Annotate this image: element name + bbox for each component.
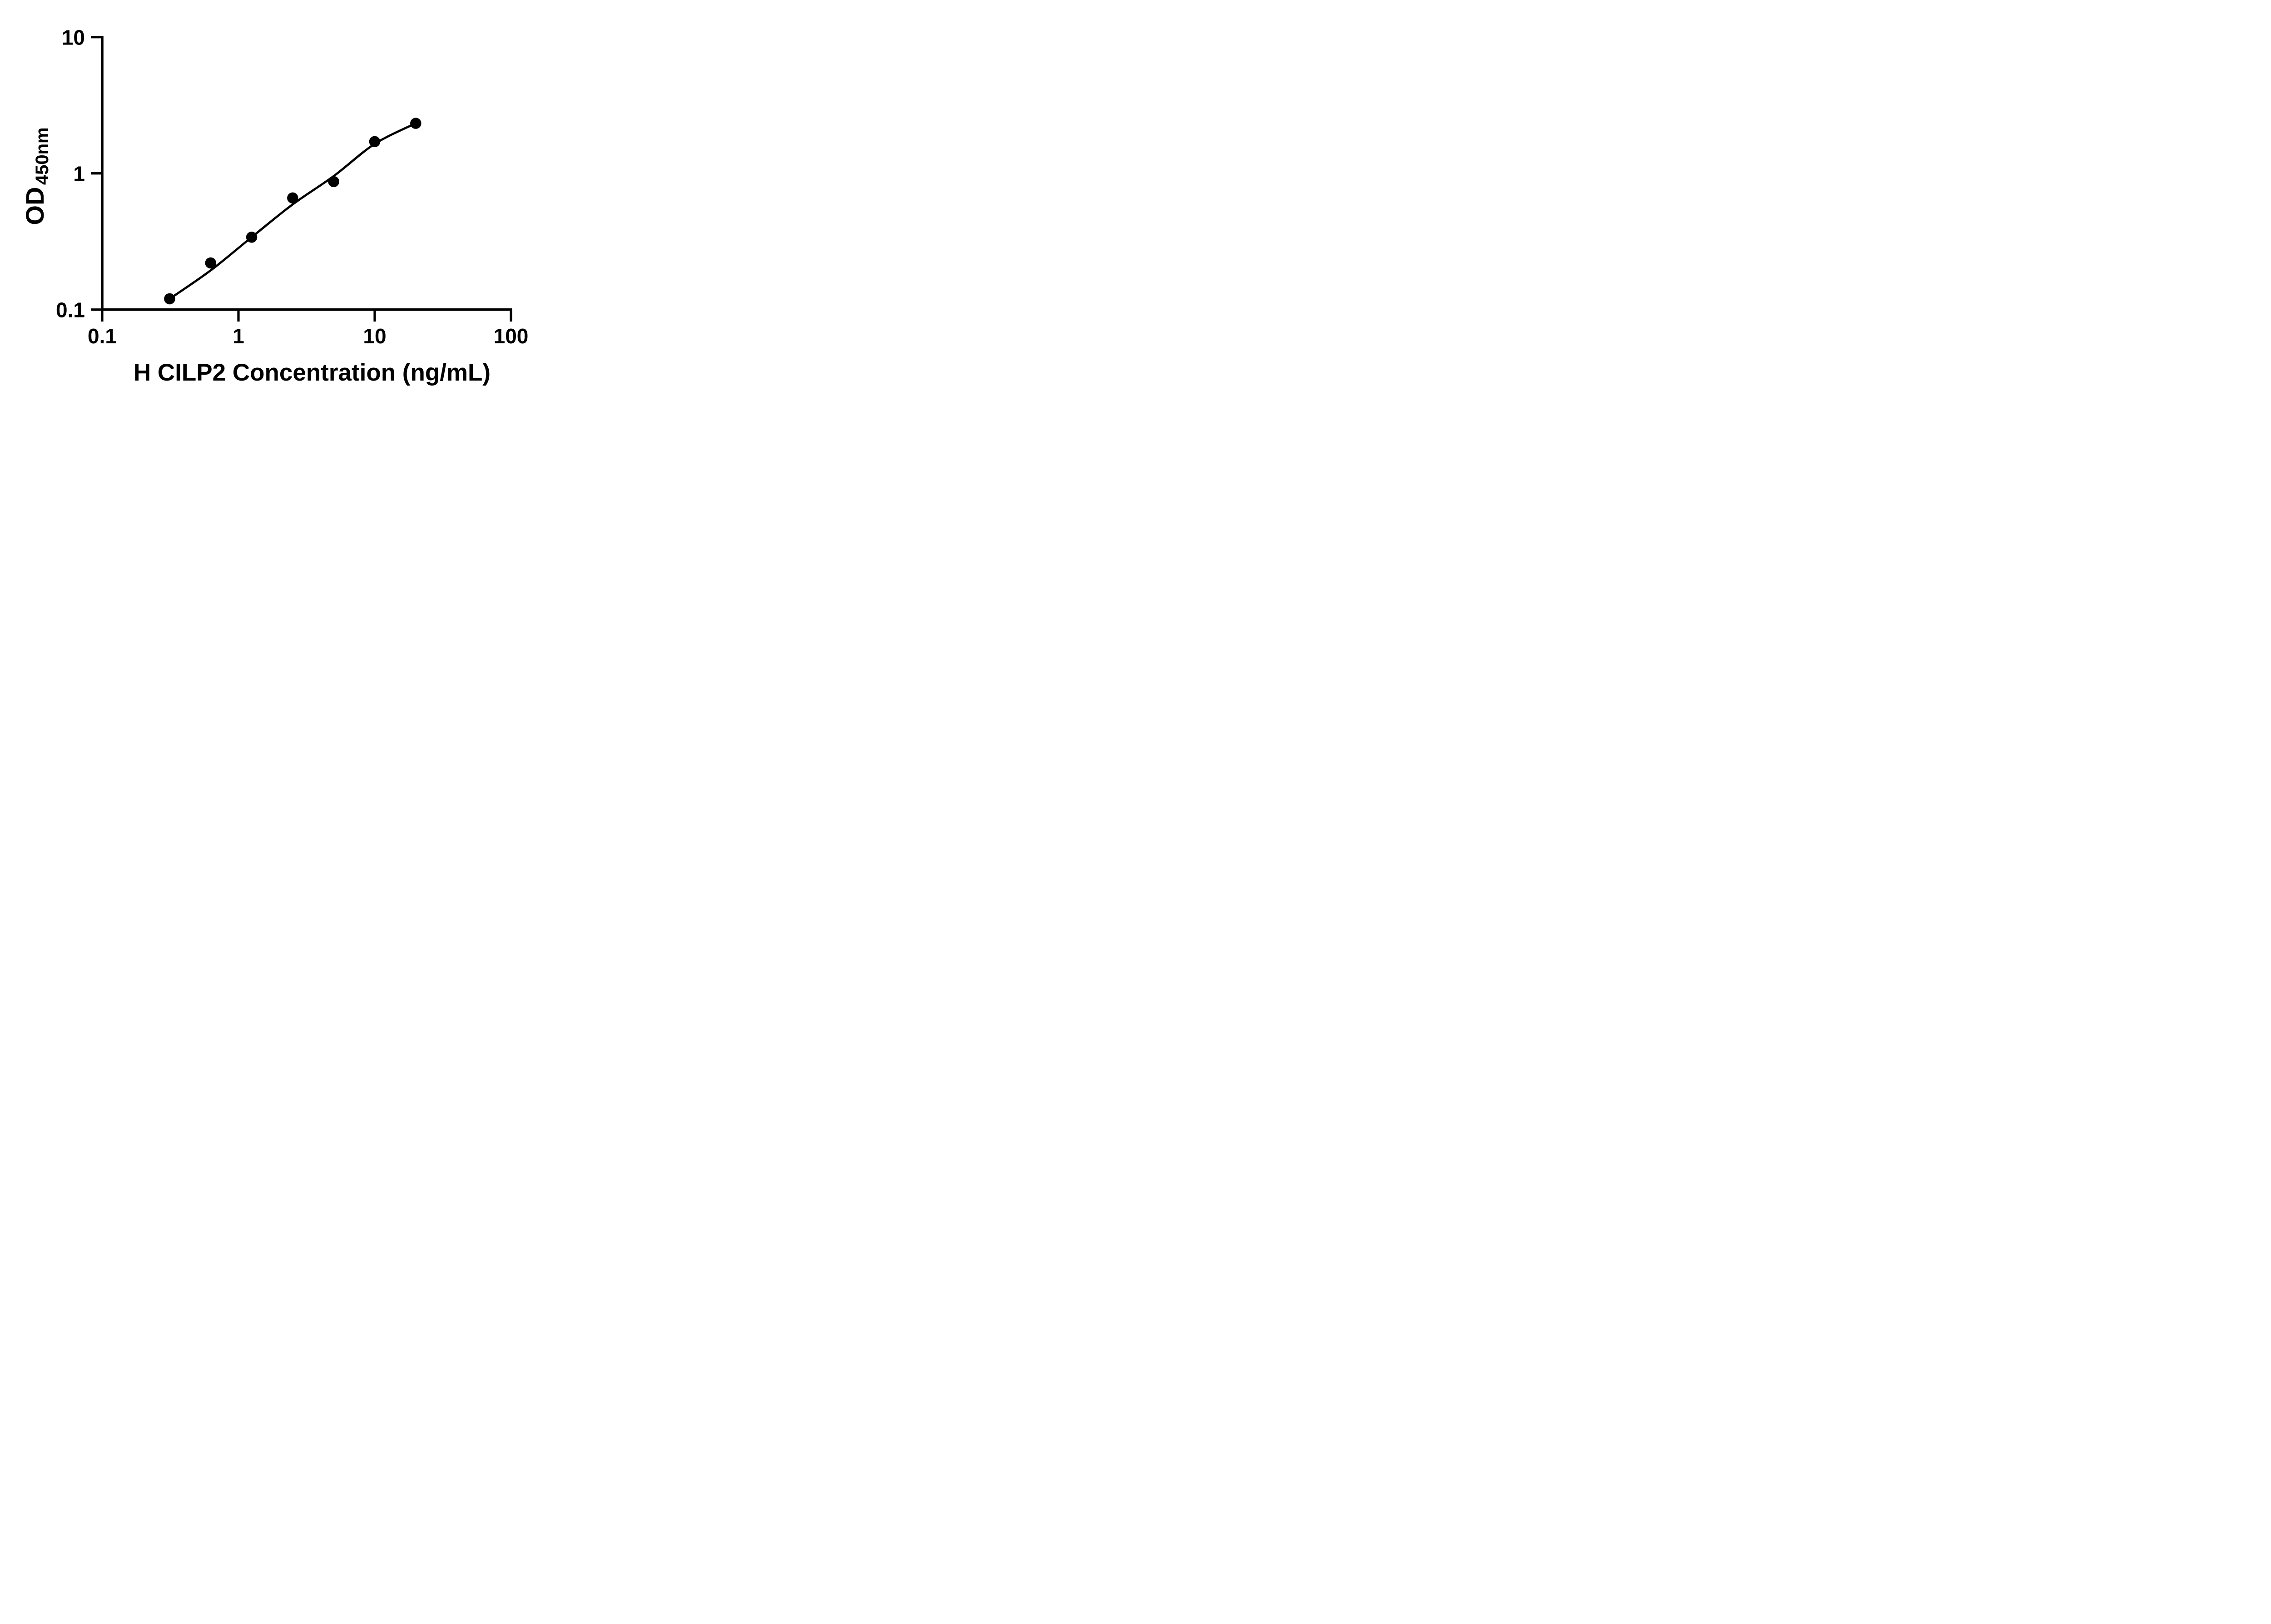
y-axis-title: OD 450nm xyxy=(20,127,52,225)
data-point-marker xyxy=(246,232,258,243)
x-tick-label: 1 xyxy=(233,324,244,348)
y-tick-label: 1 xyxy=(73,162,85,185)
axes-spine xyxy=(101,36,512,311)
x-tick-label: 100 xyxy=(494,324,529,348)
x-axis-ticks xyxy=(101,309,512,322)
x-axis-title: H CILP2 Concentration (ng/mL) xyxy=(134,359,491,386)
chart-canvas: 0.1 1 10 100 10 1 0.1 H CILP2 Concentration (… xyxy=(20,25,528,386)
x-axis-tick-labels: 0.1 1 10 100 xyxy=(88,324,528,348)
fit-curve-line xyxy=(169,122,417,300)
y-tick-label: 10 xyxy=(62,25,85,49)
x-tick-label: 10 xyxy=(363,324,386,348)
fit-curve-group xyxy=(169,122,417,300)
x-tick-label: 0.1 xyxy=(88,324,117,348)
y-axis-ticks xyxy=(91,36,102,311)
y-tick-label: 0.1 xyxy=(56,298,85,322)
y-axis-title-subscript: 450nm xyxy=(32,127,52,185)
elisa-standard-curve-figure: 0.1 1 10 100 10 1 0.1 H CILP2 Concentration (… xyxy=(0,0,576,406)
data-point-marker xyxy=(164,293,175,305)
data-point-marker xyxy=(287,192,298,204)
y-axis-title-main: OD xyxy=(20,187,49,225)
data-point-marker xyxy=(205,257,217,269)
data-point-marker xyxy=(410,118,421,129)
data-points-group xyxy=(164,118,421,305)
y-axis-tick-labels: 10 1 0.1 xyxy=(56,25,85,322)
data-point-marker xyxy=(328,176,339,188)
data-point-marker xyxy=(369,136,381,148)
